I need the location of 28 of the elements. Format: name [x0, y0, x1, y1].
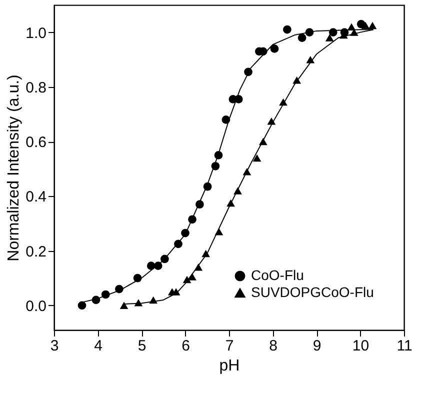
x-tick-label: 8: [269, 338, 278, 354]
y-tick-label: 0.6: [26, 134, 46, 152]
legend-label: CoO-Flu: [251, 267, 304, 283]
y-tick-label: 0.8: [26, 79, 46, 96]
x-tick-label: 6: [182, 338, 190, 354]
point: [368, 22, 377, 30]
point: [120, 302, 128, 310]
y-tick-label: 0.0: [26, 298, 46, 315]
x-tick-label: 3: [50, 338, 59, 354]
y-tick-label: 1.0: [26, 24, 46, 42]
point: [252, 154, 262, 162]
y-axis-title: Normalized Intensity (a.u.): [6, 74, 23, 262]
point: [298, 34, 306, 42]
point: [188, 273, 196, 280]
x-axis-title: pH: [219, 358, 240, 374]
y-tick-label: 0.4: [26, 188, 46, 206]
point: [325, 34, 334, 42]
x-tick-label: 7: [225, 338, 234, 354]
x-tick-label: 9: [312, 338, 322, 354]
legend-label: SUVDOPGCoO-Flu: [251, 284, 374, 300]
x-tick-label: 5: [138, 338, 146, 354]
x-tick-label: 10: [352, 338, 370, 354]
point: [270, 44, 279, 53]
y-tick-label: 0.2: [26, 243, 46, 260]
x-tick-label: 11: [396, 338, 412, 354]
x-tick-label: 4: [94, 338, 102, 354]
point: [283, 25, 292, 34]
point: [361, 22, 370, 30]
